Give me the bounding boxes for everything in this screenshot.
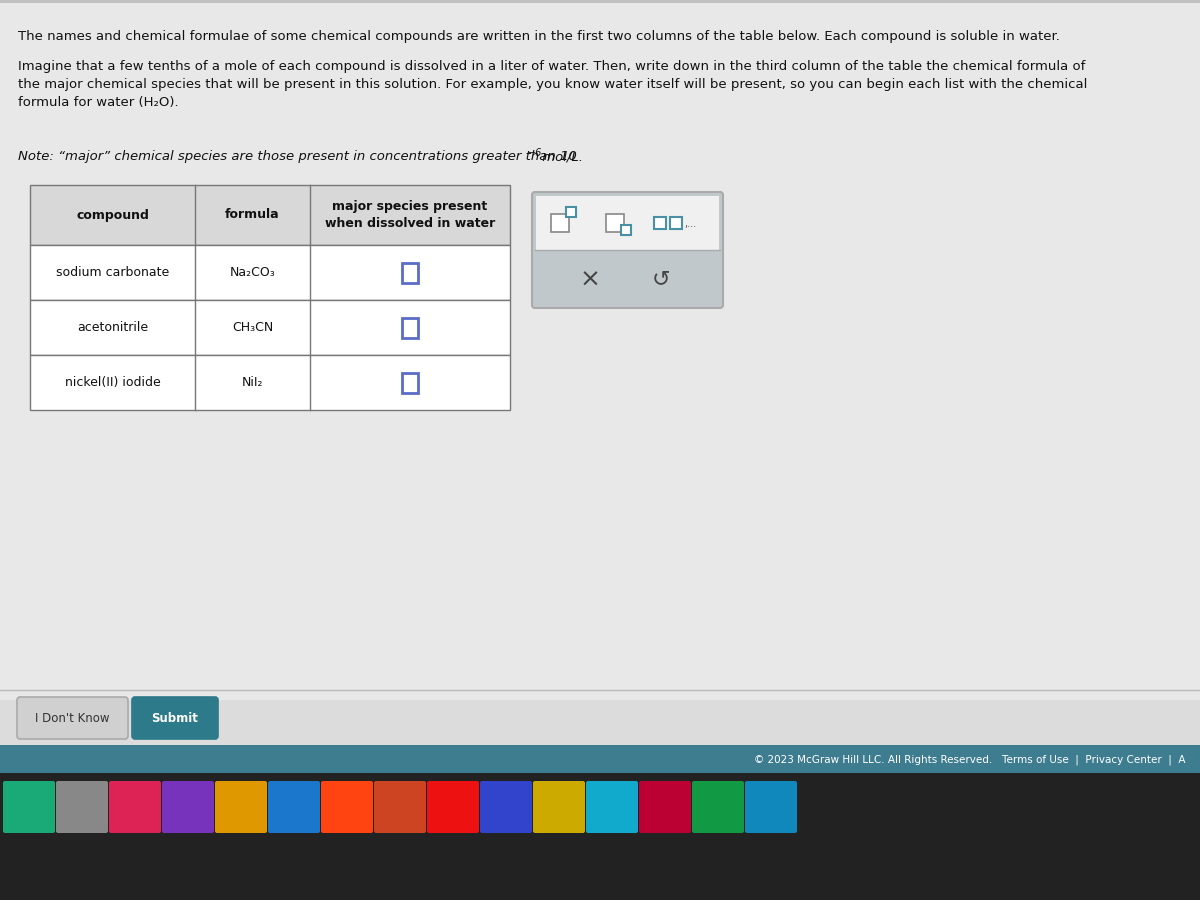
Text: nickel(II) iodide: nickel(II) iodide (65, 376, 161, 389)
FancyBboxPatch shape (745, 781, 797, 833)
Text: major species present
when dissolved in water: major species present when dissolved in … (325, 200, 496, 230)
Text: sodium carbonate: sodium carbonate (56, 266, 169, 279)
Bar (670, 217, 682, 229)
FancyBboxPatch shape (532, 192, 722, 308)
Bar (0, 773, 1200, 900)
Text: ,...: ,... (684, 220, 696, 230)
Text: The names and chemical formulae of some chemical compounds are written in the fi: The names and chemical formulae of some … (18, 30, 1060, 43)
Bar (0, 0, 1200, 3)
FancyBboxPatch shape (268, 781, 320, 833)
Text: −6: −6 (528, 148, 542, 158)
FancyBboxPatch shape (109, 781, 161, 833)
Bar (30, 245, 510, 300)
FancyBboxPatch shape (56, 781, 108, 833)
Bar (402, 263, 418, 283)
FancyBboxPatch shape (586, 781, 638, 833)
Text: Na₂CO₃: Na₂CO₃ (229, 266, 275, 279)
Text: mol/L.: mol/L. (538, 150, 583, 163)
FancyBboxPatch shape (162, 781, 214, 833)
FancyBboxPatch shape (692, 781, 744, 833)
Bar (0, 745, 1200, 773)
Bar (402, 318, 418, 338)
Bar (402, 373, 418, 392)
Text: © 2023 McGraw Hill LLC. All Rights Reserved.   Terms of Use  |  Privacy Center  : © 2023 McGraw Hill LLC. All Rights Reser… (754, 755, 1186, 765)
FancyBboxPatch shape (533, 781, 586, 833)
Text: Note: “major” chemical species are those present in concentrations greater than : Note: “major” chemical species are those… (18, 150, 577, 163)
Text: Imagine that a few tenths of a mole of each compound is dissolved in a liter of : Imagine that a few tenths of a mole of e… (18, 60, 1085, 73)
Text: formula for water (H₂O).: formula for water (H₂O). (18, 96, 179, 109)
Text: ↺: ↺ (652, 269, 670, 290)
FancyBboxPatch shape (374, 781, 426, 833)
Bar (30, 185, 510, 245)
Bar (30, 300, 510, 355)
Bar (0, 0, 1200, 700)
Bar (566, 206, 576, 217)
FancyBboxPatch shape (427, 781, 479, 833)
Text: ×: × (580, 267, 601, 292)
FancyBboxPatch shape (17, 697, 128, 739)
FancyBboxPatch shape (215, 781, 266, 833)
FancyBboxPatch shape (322, 781, 373, 833)
Text: formula: formula (226, 209, 280, 221)
Text: Submit: Submit (151, 713, 198, 725)
FancyBboxPatch shape (2, 781, 55, 833)
FancyBboxPatch shape (132, 697, 218, 739)
Bar (551, 213, 569, 231)
Bar (30, 355, 510, 410)
Bar (606, 213, 624, 231)
Text: the major chemical species that will be present in this solution. For example, y: the major chemical species that will be … (18, 78, 1087, 91)
FancyBboxPatch shape (480, 781, 532, 833)
FancyBboxPatch shape (640, 781, 691, 833)
Text: NiI₂: NiI₂ (241, 376, 263, 389)
Text: CH₃CN: CH₃CN (232, 321, 274, 334)
Text: I Don't Know: I Don't Know (35, 713, 109, 725)
Text: acetonitrile: acetonitrile (77, 321, 148, 334)
Text: compound: compound (76, 209, 149, 221)
Bar (536, 196, 719, 250)
Bar (654, 217, 666, 229)
Bar (622, 224, 631, 235)
